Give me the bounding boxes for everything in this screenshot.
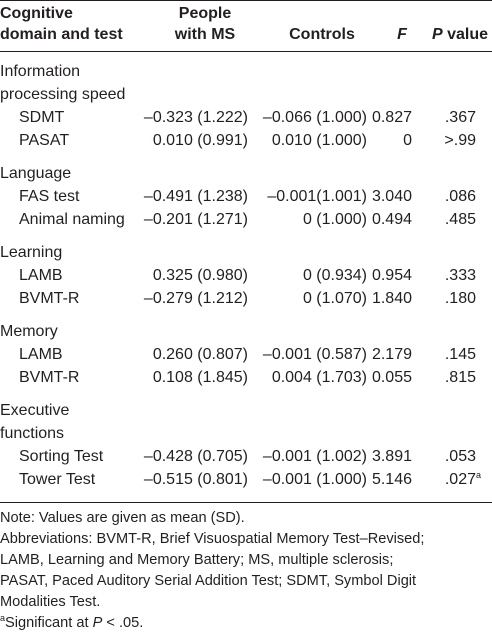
- p-value: .027 a: [444, 470, 482, 489]
- controls-value: –0.001(1.001): [267, 188, 367, 205]
- header-domain-line2: domain and test: [0, 26, 123, 43]
- f-value: 3.891: [371, 448, 412, 465]
- ms-value: 0.325 (0.980): [152, 267, 248, 284]
- test-name: Sorting Test: [19, 448, 104, 465]
- controls-value: 0.010 (1.000): [271, 132, 367, 149]
- p-value-text: .333: [444, 267, 476, 284]
- test-name: FAS test: [19, 188, 80, 205]
- header-ms: People with MS: [150, 3, 260, 45]
- header-p-italic: P: [431, 26, 443, 43]
- footnote-post: < .05.: [102, 615, 144, 631]
- test-name: SDMT: [19, 109, 65, 126]
- test-name: Tower Test: [19, 471, 96, 488]
- f-value: 3.040: [371, 188, 412, 205]
- p-value-text: .053: [444, 448, 476, 465]
- header-p: P value: [428, 24, 492, 45]
- group-title-text: Learning: [0, 244, 63, 261]
- p-value: .086: [428, 185, 476, 208]
- test-name: Animal naming: [19, 211, 125, 228]
- controls-value: –0.001 (1.002): [262, 448, 367, 465]
- ms-value: 0.010 (0.991): [152, 132, 248, 149]
- p-value-text: .367: [444, 109, 476, 126]
- note-abbr-2: LAMB, Learning and Memory Battery; MS, m…: [0, 552, 394, 568]
- ms-value: –0.323 (1.222): [143, 109, 248, 126]
- note-abbr-3: PASAT, Paced Auditory Serial Addition Te…: [0, 573, 417, 589]
- controls-value: –0.066 (1.000): [262, 109, 367, 126]
- header-domain-line1: Cognitive: [0, 5, 73, 22]
- header-ms-line1: People: [178, 5, 232, 22]
- note-values: Note: Values are given as mean (SD).: [0, 510, 245, 526]
- ms-value: –0.201 (1.271): [143, 211, 248, 228]
- p-value: .367: [428, 106, 476, 129]
- ms-value: 0.108 (1.845): [152, 369, 248, 386]
- ms-value: 0.260 (0.807): [152, 346, 248, 363]
- p-value: .145: [428, 343, 476, 366]
- p-value-text: .086: [444, 188, 476, 205]
- group-title-text: Memory: [0, 323, 58, 340]
- test-name: LAMB: [19, 267, 63, 284]
- test-name: LAMB: [19, 346, 63, 363]
- controls-value: 0 (0.934): [302, 267, 367, 284]
- test-name: BVMT-R: [19, 290, 80, 307]
- p-value: .485: [428, 208, 476, 231]
- controls-value: 0 (1.000): [302, 211, 367, 228]
- test-name: PASAT: [19, 132, 70, 149]
- controls-value: –0.001 (0.587): [262, 346, 367, 363]
- header-f: F: [397, 26, 407, 43]
- p-value: .180: [428, 287, 476, 310]
- f-value: 0.055: [371, 369, 412, 386]
- f-value: 0.494: [371, 211, 412, 228]
- group-title-text: Language: [0, 165, 72, 182]
- f-value: 0.827: [371, 109, 412, 126]
- controls-value: 0 (1.070): [302, 290, 367, 307]
- header-bottom-rule: [0, 51, 492, 52]
- group-title-text: Information: [0, 63, 81, 80]
- f-value: 2.179: [371, 346, 412, 363]
- note-abbr-1: Abbreviations: BVMT-R, Brief Visuospatia…: [0, 531, 425, 547]
- group-title-text: functions: [0, 425, 65, 442]
- table-notes: Note: Values are given as mean (SD). Abb…: [0, 508, 492, 634]
- note-footnote: aSignificant at P < .05.: [0, 613, 492, 634]
- p-value: .053: [428, 445, 476, 468]
- controls-value: –0.001 (1.000): [262, 471, 367, 488]
- test-name: BVMT-R: [19, 369, 80, 386]
- footnote-pre: Significant at: [5, 615, 93, 631]
- p-value: >.99: [428, 129, 476, 152]
- note-abbr-4: Modalities Test.: [0, 594, 101, 610]
- f-value: 1.840: [371, 290, 412, 307]
- p-value-text: .180: [444, 290, 476, 307]
- p-value-text: .815: [444, 369, 476, 386]
- ms-value: –0.515 (0.801): [143, 471, 248, 488]
- p-value: .815: [428, 366, 476, 389]
- ms-value: –0.491 (1.238): [143, 188, 248, 205]
- ms-value: –0.279 (1.212): [143, 290, 248, 307]
- p-value-text: .485: [444, 211, 476, 228]
- p-value: .333: [428, 264, 476, 287]
- ms-value: –0.428 (0.705): [143, 448, 248, 465]
- p-value-text: .027: [444, 471, 476, 488]
- footnote-p: P: [92, 615, 103, 631]
- group-title-text: Executive: [0, 402, 70, 419]
- header-domain: Cognitive domain and test: [0, 3, 123, 45]
- table-bottom-rule: [0, 502, 492, 503]
- footnote-mark: a: [0, 613, 6, 623]
- f-value: 0: [403, 132, 412, 149]
- p-value-text: >.99: [444, 132, 476, 149]
- f-value: 0.954: [371, 267, 412, 284]
- header-ms-line2: with MS: [174, 26, 236, 43]
- f-value: 5.146: [371, 471, 412, 488]
- header-controls: Controls: [289, 26, 355, 43]
- group-title-text: processing speed: [0, 86, 126, 103]
- table-top-rule: [0, 0, 492, 1]
- p-value-text: .145: [444, 346, 476, 363]
- controls-value: 0.004 (1.703): [271, 369, 367, 386]
- header-p-rest: value: [442, 26, 489, 43]
